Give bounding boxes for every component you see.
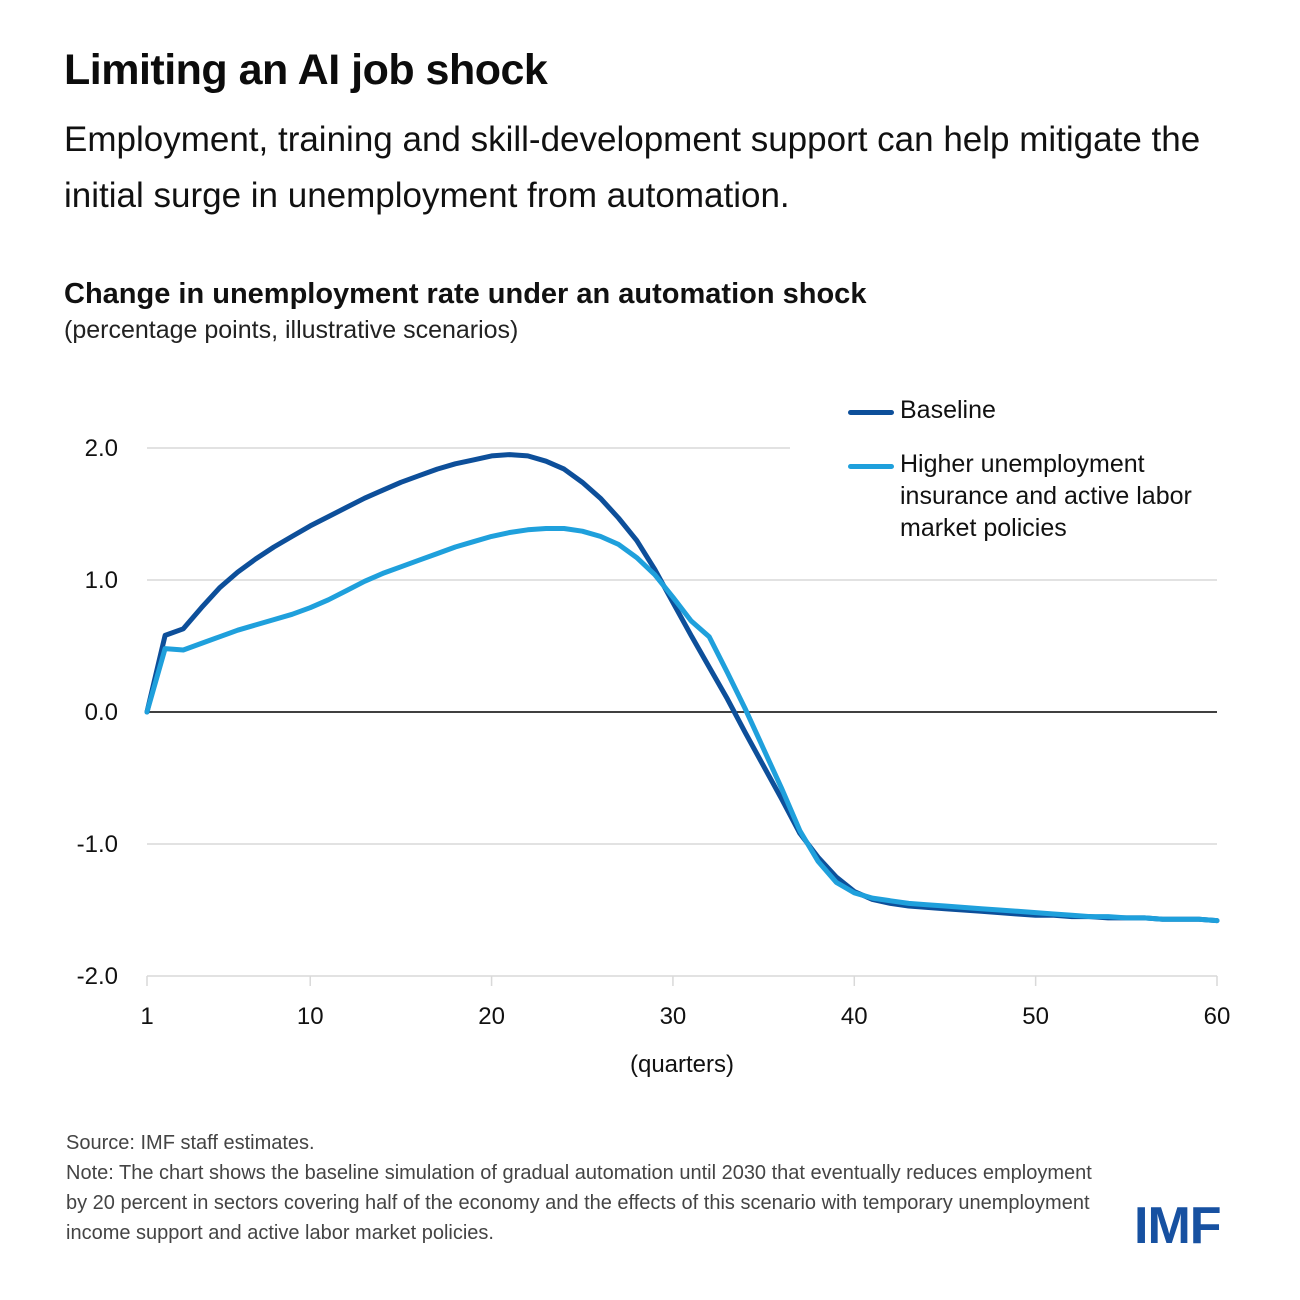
gridlines	[147, 447, 1217, 977]
imf-logo: IMF	[1134, 1197, 1222, 1255]
legend-item-policy: Higher unemployment insurance and active…	[848, 448, 1248, 544]
page-title: Limiting an AI job shock	[64, 46, 548, 94]
x-tick-label: 30	[660, 1003, 687, 1030]
chart-title: Change in unemployment rate under an aut…	[64, 278, 867, 310]
legend-label: Baseline	[900, 396, 996, 424]
chart-note: Note: The chart shows the baseline simul…	[66, 1162, 1092, 1244]
x-tick-label: 20	[478, 1003, 505, 1030]
footer: Source: IMF staff estimates. Note: The c…	[66, 1128, 1106, 1248]
y-tick-label: 0.0	[85, 699, 118, 726]
y-tick-label: 2.0	[85, 435, 118, 462]
x-tick-label: 60	[1204, 1003, 1231, 1030]
x-axis-label: (quarters)	[630, 1051, 734, 1078]
legend: Baseline Higher unemployment insurance a…	[848, 394, 1248, 566]
x-tick-label: 10	[297, 1003, 324, 1030]
source-note: Source: IMF staff estimates.	[66, 1132, 315, 1154]
axes: 2.0 1.0 0.0 -1.0 -2.0 1 10 20 30 40 50 60	[77, 435, 1231, 1030]
series-line-policy	[144, 526, 1220, 924]
legend-item-baseline: Baseline	[848, 394, 1248, 426]
legend-swatch-baseline	[848, 410, 894, 415]
page-subtitle: Employment, training and skill-developme…	[64, 120, 1201, 215]
chart-subtitle: (percentage points, illustrative scenari…	[64, 316, 519, 344]
legend-label: Higher unemployment insurance and active…	[900, 450, 1192, 542]
x-tick-label: 40	[841, 1003, 868, 1030]
x-tick-label: 1	[140, 1003, 153, 1030]
x-tick-label: 50	[1022, 1003, 1049, 1030]
y-tick-label: -2.0	[77, 963, 118, 990]
legend-swatch-policy	[848, 464, 894, 469]
series-lines	[144, 452, 1220, 924]
y-tick-label: 1.0	[85, 567, 118, 594]
y-tick-label: -1.0	[77, 831, 118, 858]
